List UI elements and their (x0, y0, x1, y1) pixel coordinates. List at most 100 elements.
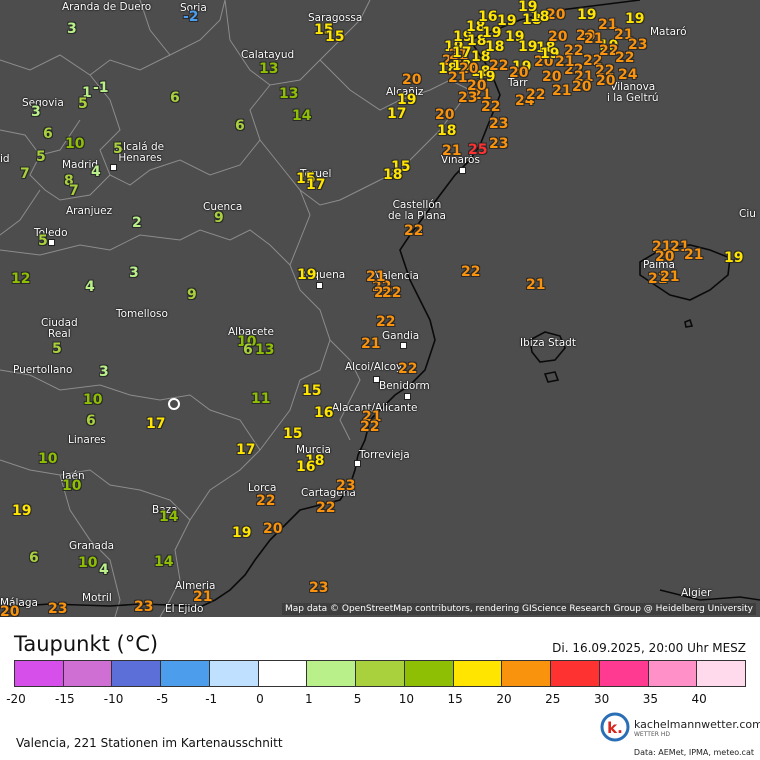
station-value[interactable]: 22 (564, 62, 584, 78)
kachelmann-logo-icon[interactable]: k. (600, 712, 630, 742)
station-value[interactable]: 19 (625, 11, 645, 27)
station-value[interactable]: 5 (52, 341, 62, 357)
station-value[interactable]: 5 (78, 96, 88, 112)
station-value[interactable]: 20 (442, 53, 462, 69)
station-value[interactable]: 18 (530, 9, 550, 25)
station-value[interactable]: 20 (596, 73, 616, 89)
station-value[interactable]: 21 (472, 87, 492, 103)
station-value[interactable]: 22 (615, 50, 635, 66)
station-value[interactable]: 20 (655, 249, 675, 265)
station-value[interactable]: 16 (296, 459, 316, 475)
station-value[interactable]: 23 (489, 116, 509, 132)
station-value[interactable]: 23 (134, 599, 154, 615)
station-value[interactable]: 19 (518, 0, 538, 15)
station-value[interactable]: 3 (129, 265, 139, 281)
station-value[interactable]: 23 (48, 601, 68, 617)
station-value[interactable]: 20 (0, 604, 20, 617)
station-value[interactable]: 6 (29, 550, 39, 566)
station-value[interactable]: 21 (193, 589, 213, 605)
station-value[interactable]: 24 (618, 67, 638, 83)
station-value[interactable]: 7 (69, 183, 79, 199)
station-value[interactable]: 19 (476, 69, 496, 85)
station-value[interactable]: 10 (65, 136, 85, 152)
station-value[interactable]: 18 (305, 453, 325, 469)
station-value[interactable]: 20 (459, 61, 479, 77)
station-value[interactable]: 22 (489, 58, 509, 74)
station-value[interactable]: 22 (564, 43, 584, 59)
station-value[interactable]: 21 (660, 269, 680, 285)
station-value[interactable]: 6 (86, 413, 96, 429)
station-value[interactable]: 21 (442, 143, 462, 159)
station-value[interactable]: 22 (374, 285, 394, 301)
station-value[interactable]: 6 (43, 126, 53, 142)
station-value[interactable]: 13 (279, 86, 299, 102)
station-value[interactable]: 23 (309, 580, 329, 596)
station-value[interactable]: 18 (467, 33, 487, 49)
station-value[interactable]: 19 (297, 267, 317, 283)
station-value[interactable]: 22 (583, 53, 603, 69)
station-value[interactable]: 18 (485, 39, 505, 55)
station-value[interactable]: 21 (449, 47, 469, 63)
logo-text[interactable]: kachelmannwetter.com (634, 718, 760, 731)
station-value[interactable]: 10 (78, 555, 98, 571)
station-value[interactable]: 21 (574, 69, 594, 85)
station-value[interactable]: 3 (67, 21, 77, 37)
station-value[interactable]: 19 (444, 39, 464, 55)
station-value[interactable]: 19 (724, 250, 744, 266)
station-value[interactable]: 23 (336, 478, 356, 494)
station-value[interactable]: 4 (99, 562, 109, 578)
station-value[interactable]: 5 (113, 141, 123, 157)
station-value[interactable]: 1 (82, 85, 92, 101)
station-value[interactable]: 21 (448, 70, 468, 86)
station-value[interactable]: 15 (296, 171, 316, 187)
station-value[interactable]: 19 (497, 13, 517, 29)
station-value[interactable]: 19 (482, 25, 502, 41)
station-value[interactable]: 17 (452, 45, 472, 61)
station-value[interactable]: 20 (546, 7, 566, 23)
station-value[interactable]: 13 (255, 342, 275, 358)
station-value[interactable]: 22 (360, 419, 380, 435)
station-value[interactable]: 22 (256, 493, 276, 509)
station-value[interactable]: 20 (509, 65, 529, 81)
station-value[interactable]: 8 (64, 173, 74, 189)
station-value[interactable]: 4 (91, 164, 101, 180)
station-value[interactable]: 15 (325, 29, 345, 45)
station-value[interactable]: 21 (552, 83, 572, 99)
station-value[interactable]: 17 (387, 106, 407, 122)
station-value[interactable]: 19 (12, 503, 32, 519)
station-value[interactable]: 7 (20, 166, 30, 182)
station-value[interactable]: -2 (183, 9, 199, 25)
station-value[interactable]: 18 (522, 12, 542, 28)
station-value[interactable]: 22 (461, 264, 481, 280)
station-value[interactable]: 4 (85, 279, 95, 295)
station-value[interactable]: 14 (159, 509, 179, 525)
station-value[interactable]: 15 (302, 383, 322, 399)
station-value[interactable]: 20 (576, 28, 596, 44)
station-value[interactable]: 19 (540, 46, 560, 62)
station-value[interactable]: 19 (512, 59, 532, 75)
station-value[interactable]: 10 (62, 478, 82, 494)
station-value[interactable]: 21 (614, 27, 634, 43)
station-value[interactable]: 18 (438, 61, 458, 77)
map-attribution[interactable]: Map data © OpenStreetMap contributors, r… (282, 603, 756, 615)
station-value[interactable]: 23 (628, 37, 648, 53)
station-value[interactable]: 24 (515, 93, 535, 109)
station-value[interactable]: 16 (478, 9, 498, 25)
station-value[interactable]: 21 (598, 17, 618, 33)
station-value[interactable]: 20 (572, 79, 592, 95)
station-value[interactable]: 20 (402, 72, 422, 88)
station-value[interactable]: 20 (548, 29, 568, 45)
station-value[interactable]: 10 (237, 334, 257, 350)
station-value[interactable]: 20 (542, 69, 562, 85)
station-value[interactable]: 6 (235, 118, 245, 134)
station-value[interactable]: 19 (397, 92, 417, 108)
station-value[interactable]: 10 (38, 451, 58, 467)
station-value[interactable]: 10 (83, 392, 103, 408)
station-value[interactable]: 5 (38, 233, 48, 249)
station-value[interactable]: 21 (670, 239, 690, 255)
station-value[interactable]: 9 (214, 210, 224, 226)
station-value[interactable]: 19 (505, 29, 525, 45)
station-value[interactable]: 18 (471, 64, 491, 80)
station-value[interactable]: 22 (595, 63, 615, 79)
station-value[interactable]: 21 (526, 277, 546, 293)
